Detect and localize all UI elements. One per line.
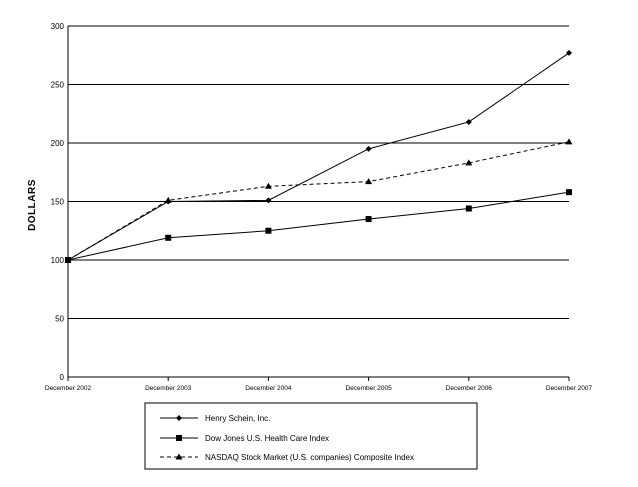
data-point [165,234,172,241]
data-point [565,138,573,145]
legend-marker [176,415,182,421]
x-tick-label: December 2003 [145,385,192,392]
series-1 [65,49,572,263]
legend: Henry Schein, Inc. Dow Jones U.S. Health … [144,402,478,470]
data-point [566,49,572,56]
y-tick-label: 300 [51,22,65,31]
y-tick-label: 100 [51,256,65,265]
data-point [265,227,272,234]
series-line [67,191,570,261]
grid-lines [68,25,569,319]
axes [67,26,570,381]
x-tick-label: December 2006 [446,385,493,392]
legend-marker [176,435,182,441]
data-point [264,182,272,189]
series-line [67,52,570,261]
data-point [64,256,72,263]
x-tick-label: December 2002 [45,385,92,392]
data-point [365,216,372,223]
legend-label: Dow Jones U.S. Health Care Index [205,434,329,443]
data-point [164,196,172,203]
y-tick-label: 250 [51,81,65,90]
y-tick-labels: 0 50 100 150 200 250 300 [51,22,65,382]
y-tick-label: 0 [60,373,65,382]
x-tick-label: December 2004 [245,385,292,392]
data-point [365,178,373,185]
data-point [465,159,473,166]
legend-label: NASDAQ Stock Market (U.S. companies) Com… [205,453,414,462]
data-point [365,145,372,152]
series-3 [64,138,573,263]
legend-marker [175,453,183,460]
y-tick-label: 150 [51,198,65,207]
series-line [67,141,570,261]
legend-label: Henry Schein, Inc. [205,414,270,423]
y-tick-label: 200 [51,139,65,148]
series-2 [65,189,572,263]
x-tick-label: December 2007 [546,385,593,392]
x-tick-labels: December 2002 December 2003 December 2004 D… [45,385,593,392]
data-point [465,118,472,125]
data-point [465,205,472,212]
series-group [64,49,573,263]
y-tick-label: 50 [55,315,64,324]
y-axis-label: DOLLARS [27,179,38,231]
legend-box [144,402,478,470]
data-point [566,189,572,196]
x-tick-label: December 2005 [345,385,392,392]
data-point [265,197,272,204]
